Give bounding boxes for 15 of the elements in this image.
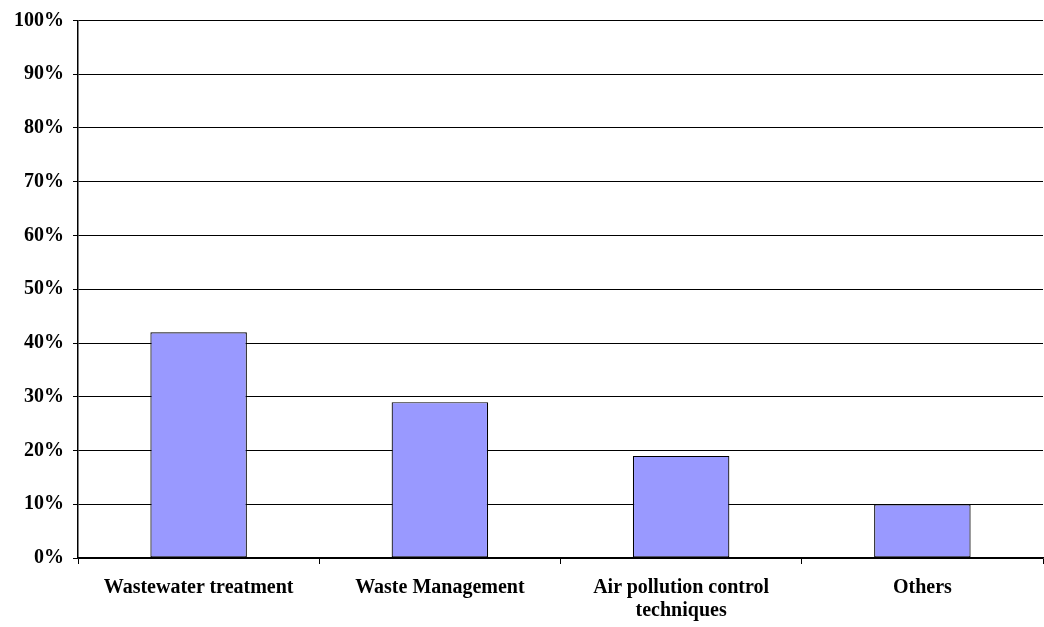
y-tick-label: 60% [24,222,64,245]
y-tick-label: 100% [14,7,64,30]
x-tick-label: Air pollution control techniques [593,574,770,621]
y-tick-label: 10% [24,491,64,514]
y-tick-label: 20% [24,437,64,460]
y-tick-label: 80% [24,115,64,138]
y-tick-label: 50% [24,276,64,299]
y-tick-label: 0% [34,545,64,568]
y-tick-label: 30% [24,383,64,406]
x-tick-label: Wastewater treatment [103,574,294,597]
y-tick-label: 70% [24,168,64,191]
y-tick-label: 40% [24,330,64,353]
x-tick-label: Waste Management [355,574,525,598]
x-tick-label: Others [892,574,953,597]
y-tick-label: 90% [24,61,64,84]
